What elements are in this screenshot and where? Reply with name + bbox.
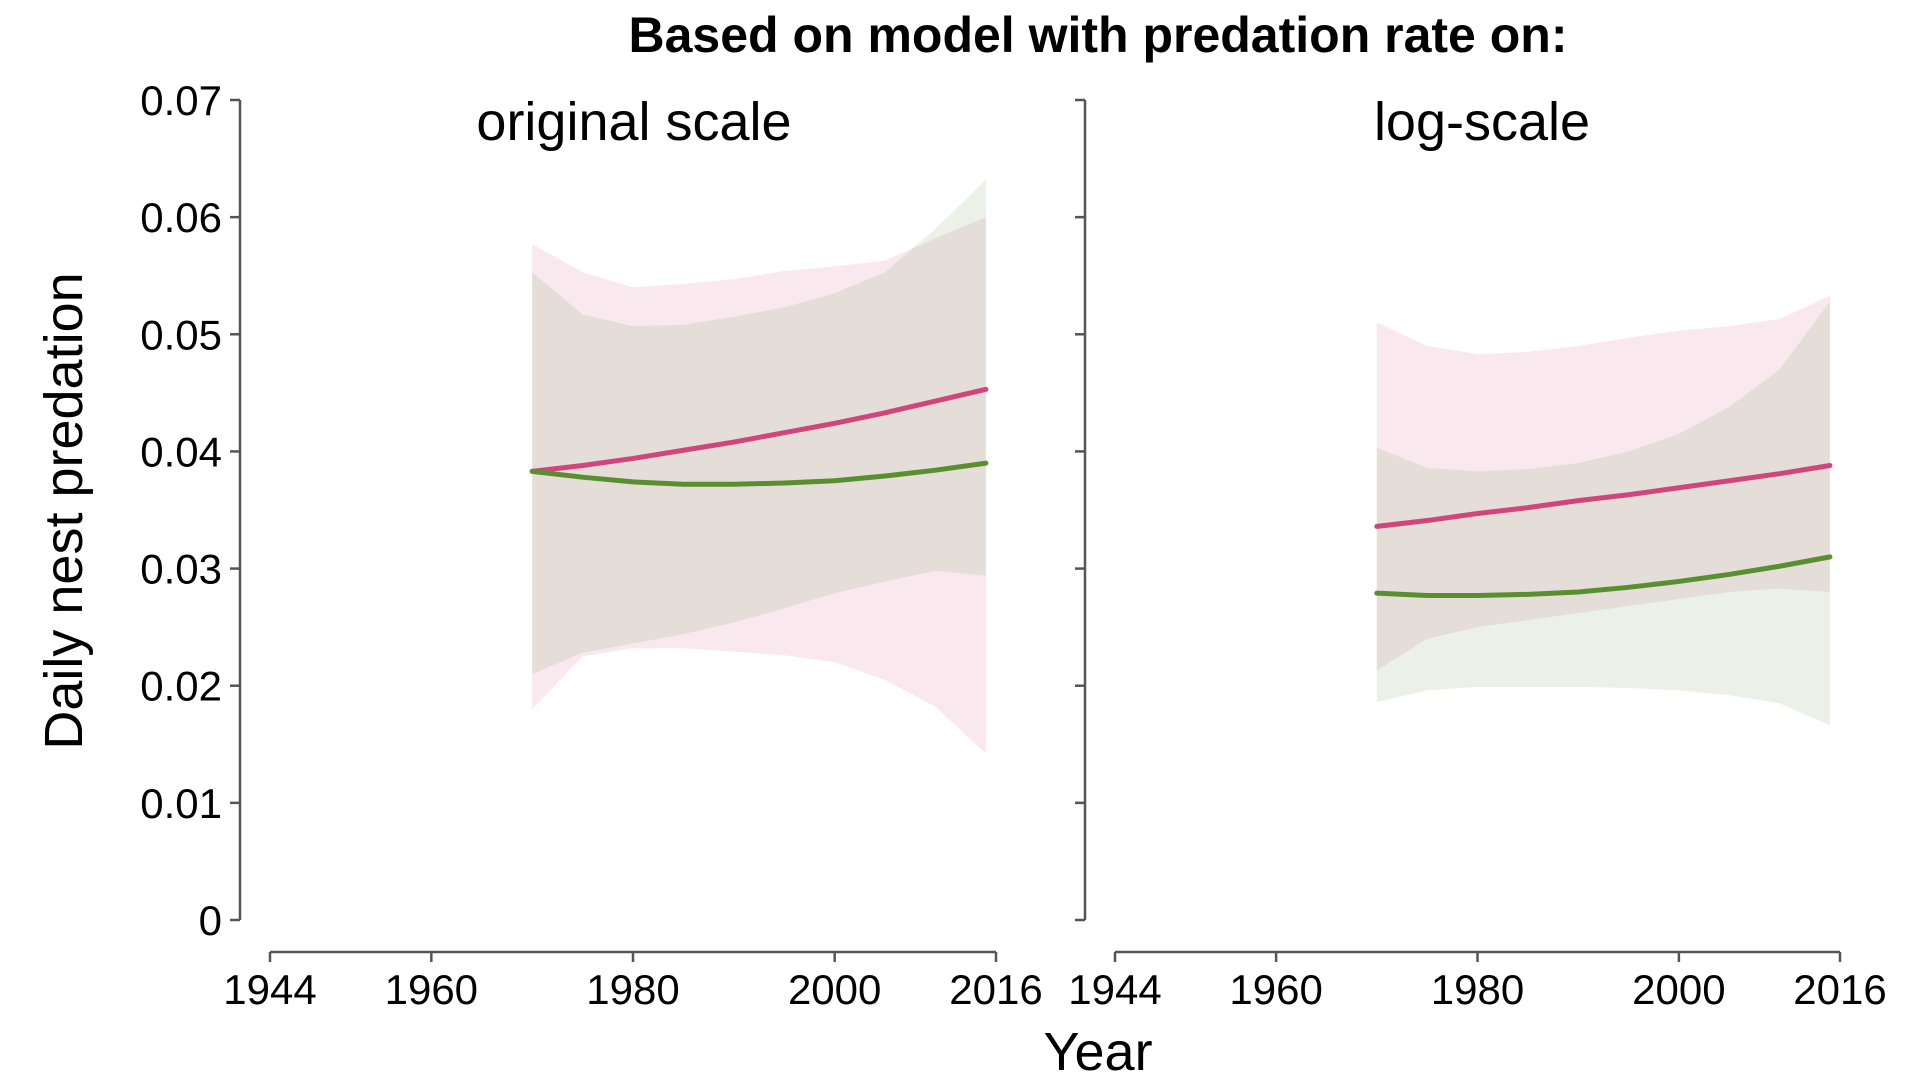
y-axis-label: Daily nest predation [34, 272, 94, 749]
x-tick-label: 2000 [1632, 966, 1725, 1013]
x-tick-label: 1980 [1431, 966, 1524, 1013]
y-tick-label: 0.02 [140, 663, 222, 710]
pink-trend-line [529, 386, 989, 474]
x-tick-label: 1944 [1068, 966, 1161, 1013]
y-tick-label: 0.04 [140, 428, 222, 475]
y-tick-label: 0.03 [140, 546, 222, 593]
y-tick-label: 0.07 [140, 77, 222, 124]
x-tick-label: 1980 [586, 966, 679, 1013]
y-tick-label: 0.01 [140, 780, 222, 827]
x-tick-label: 2016 [1793, 966, 1886, 1013]
y-tick-label: 0.06 [140, 194, 222, 241]
panel-label: log-scale [1374, 92, 1590, 152]
x-tick-label: 1960 [1229, 966, 1322, 1013]
y-tick-label: 0.05 [140, 311, 222, 358]
x-axis-label: Year [1043, 1022, 1152, 1080]
x-tick-label: 2000 [788, 966, 881, 1013]
panel-label: original scale [476, 92, 791, 152]
x-tick-label: 1960 [385, 966, 478, 1013]
pink-trend-line [1374, 462, 1833, 529]
x-tick-label: 1944 [223, 966, 316, 1013]
x-tick-label: 2016 [949, 966, 1042, 1013]
chart-title: Based on model with predation rate on: [629, 7, 1568, 63]
green-trend-line [529, 460, 989, 487]
green-confidence-band [532, 179, 986, 674]
green-confidence-band [1376, 301, 1830, 726]
panel-original-scale: 0 0.01 0.02 0.03 0.04 0.05 0.06 0.07 1944 1960 198… [140, 77, 1042, 1013]
y-tick-label: 0 [199, 897, 222, 944]
green-trend-line [1374, 554, 1833, 599]
panel-log-scale: 1944 1960 1980 2000 2016 log-scale [1068, 92, 1886, 1013]
